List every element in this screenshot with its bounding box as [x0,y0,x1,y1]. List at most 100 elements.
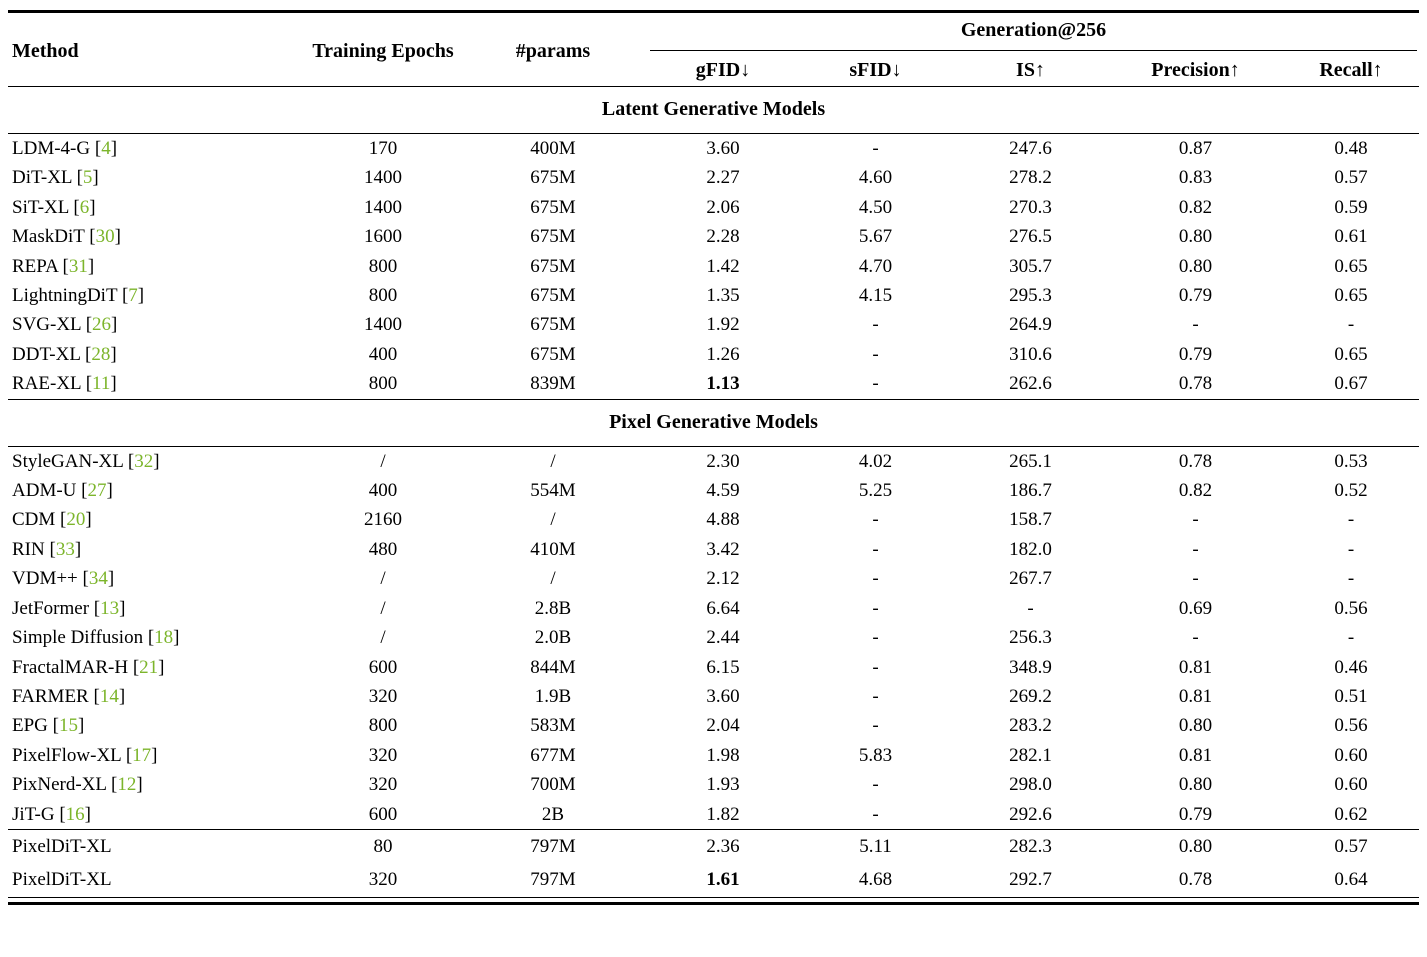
citation-bracket: ] [158,656,165,678]
citation-number[interactable]: 12 [117,774,137,796]
precision-cell: 0.82 [1178,196,1213,218]
method-cell: CDM [20] [8,505,308,534]
citation-bracket: [ [88,685,100,707]
citation-bracket: [ [117,285,129,307]
table-row: StyleGAN-XL [32] / / 2.30 4.02 265.1 0.78 0.53 [8,447,1419,476]
table-row: VDM++ [34] / / 2.12 - 267.7 - - [8,564,1419,593]
citation-number[interactable]: 33 [55,538,75,560]
citation-number[interactable]: 32 [134,450,154,472]
gfid-cell: 6.15 [706,656,740,678]
citation-number[interactable]: 11 [92,373,111,395]
citation-number[interactable]: 31 [68,255,88,277]
citation-bracket: [ [121,744,133,766]
sfid-cell: - [872,509,879,531]
citation-number[interactable]: 21 [139,656,159,678]
citation-number[interactable]: 28 [91,343,111,365]
epochs-cell: 480 [368,538,398,560]
table-row: PixNerd-XL [12] 320 700M 1.93 - 298.0 0.80 0.60 [8,770,1419,799]
citation-bracket: ] [106,480,113,502]
header-generation-group: Generation@256 gFID↓ sFID↓ IS↑ Precision↑ Re… [648,17,1419,84]
citation-number[interactable]: 18 [154,627,174,649]
citation-bracket: ] [114,226,121,248]
citation-number[interactable]: 15 [58,715,78,737]
epochs-cell: 400 [368,480,398,502]
citation-bracket: [ [123,450,135,472]
citation-bracket: [ [77,568,89,590]
table-row: RIN [33] 480 410M 3.42 - 182.0 - - [8,535,1419,564]
recall-cell: 0.64 [1334,868,1368,890]
params-cell: 2.8B [534,597,572,619]
precision-cell: - [1192,509,1199,531]
recall-cell: 0.65 [1334,255,1368,277]
sfid-cell: - [872,627,879,649]
is-cell: 292.7 [1009,868,1052,890]
epochs-cell: / [380,597,386,619]
citation-number[interactable]: 7 [128,285,138,307]
citation-bracket: ] [137,285,145,307]
params-cell: 844M [530,656,576,678]
recall-cell: 0.56 [1334,597,1368,619]
recall-cell: - [1347,314,1355,336]
citation-number[interactable]: 14 [99,685,119,707]
epochs-cell: 800 [368,285,398,307]
citation-number[interactable]: 17 [132,744,152,766]
citation-number[interactable]: 26 [92,314,112,336]
citation-bracket: ] [84,803,91,825]
citation-number[interactable]: 20 [66,509,86,531]
sfid-cell: - [872,656,879,678]
metric-header-4: Recall↑ [1319,59,1383,81]
citation-bracket: [ [68,196,80,218]
params-cell: 675M [530,255,576,277]
method-name: RAE-XL [12,373,81,395]
method-name: DDT-XL [12,343,81,365]
is-cell: 278.2 [1009,167,1052,189]
header-params: #params [515,39,591,62]
metric-header-3: Precision↑ [1151,59,1240,81]
precision-cell: 0.82 [1178,480,1213,502]
precision-cell: 0.81 [1178,656,1213,678]
method-name: JetFormer [12,597,90,619]
gfid-cell: 2.28 [706,226,740,248]
params-cell: 675M [530,196,576,218]
citation-number[interactable]: 27 [87,480,107,502]
citation-number[interactable]: 30 [95,226,115,248]
epochs-cell: 800 [368,715,398,737]
citation-bracket: [ [80,314,93,336]
method-cell: JetFormer [13] [8,594,308,623]
sfid-cell: - [872,373,879,395]
method-name: MaskDiT [12,226,85,248]
citation-bracket: ] [119,597,126,619]
recall-cell: 0.57 [1334,167,1368,189]
sfid-cell: 5.11 [859,835,892,857]
is-cell: 247.6 [1009,138,1052,159]
citation-number[interactable]: 13 [100,597,120,619]
metric-header-1: sFID↓ [849,59,902,81]
params-cell: 677M [530,744,576,766]
method-cell: DiT-XL [5] [8,163,308,192]
method-cell: REPA [31] [8,252,308,281]
epochs-cell: 600 [368,803,398,825]
sfid-cell: 4.70 [858,255,893,277]
recall-cell: 0.57 [1334,835,1368,857]
epochs-cell: 800 [368,255,398,277]
params-cell: / [550,450,556,472]
recall-cell: 0.60 [1334,774,1368,796]
precision-cell: 0.80 [1178,715,1213,737]
precision-cell: 0.80 [1178,835,1213,857]
citation-number[interactable]: 16 [65,803,85,825]
epochs-cell: 320 [368,774,398,796]
citation-bracket: [ [80,343,92,365]
sfid-cell: - [872,343,879,365]
method-name: VDM++ [12,568,78,590]
citation-number[interactable]: 4 [101,138,111,159]
params-cell: 583M [530,715,576,737]
table-row: CDM [20] 2160 / 4.88 - 158.7 - - [8,505,1419,534]
citation-number[interactable]: 34 [88,568,108,590]
gfid-cell: 4.88 [706,509,740,531]
epochs-cell: 320 [368,685,398,707]
gfid-cell: 1.92 [706,314,740,336]
bottom-rule-thin [8,896,1419,898]
citation-number[interactable]: 6 [79,196,90,218]
citation-number[interactable]: 5 [82,167,93,189]
is-cell: 158.7 [1009,509,1052,531]
